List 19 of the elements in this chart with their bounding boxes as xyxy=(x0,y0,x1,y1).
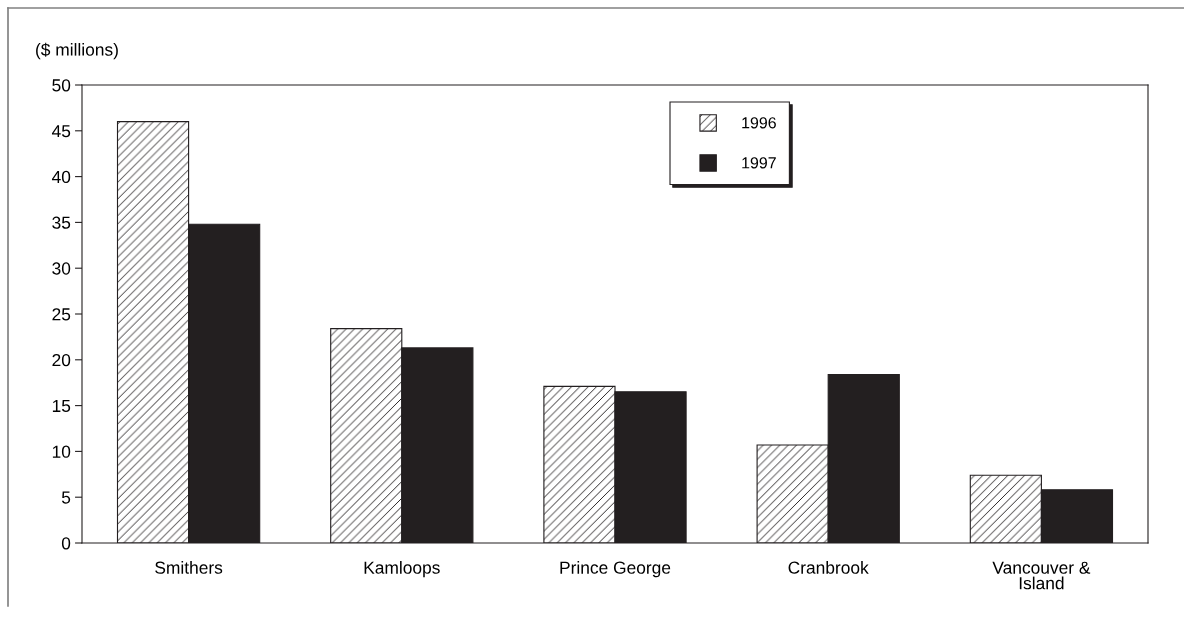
x-tick-label: Kamloops xyxy=(364,561,440,578)
x-tick-label: Prince George xyxy=(560,561,671,578)
y-axis-title: ($ millions) xyxy=(36,42,118,60)
y-tick-label: 50 xyxy=(52,79,71,92)
y-tick-label: 40 xyxy=(51,170,71,184)
y-tick-label: 45 xyxy=(51,125,71,138)
x-tick-label: Vancouver & Island xyxy=(992,561,1091,590)
y-tick-label: 20 xyxy=(52,353,71,367)
x-tick-label: Smithers xyxy=(155,561,223,574)
y-tick-label: 15 xyxy=(52,399,71,413)
y-tick-label: 30 xyxy=(52,262,71,275)
legend-label: 1996 xyxy=(742,117,776,129)
y-tick-label: 25 xyxy=(52,308,71,321)
y-tick-label: 10 xyxy=(52,445,71,458)
y-tick-label: 5 xyxy=(61,491,71,504)
y-tick-label: 35 xyxy=(52,216,71,229)
x-tick-label: Cranbrook xyxy=(788,561,869,574)
y-tick-label: 0 xyxy=(61,537,71,550)
legend-label: 1997 xyxy=(742,157,776,169)
